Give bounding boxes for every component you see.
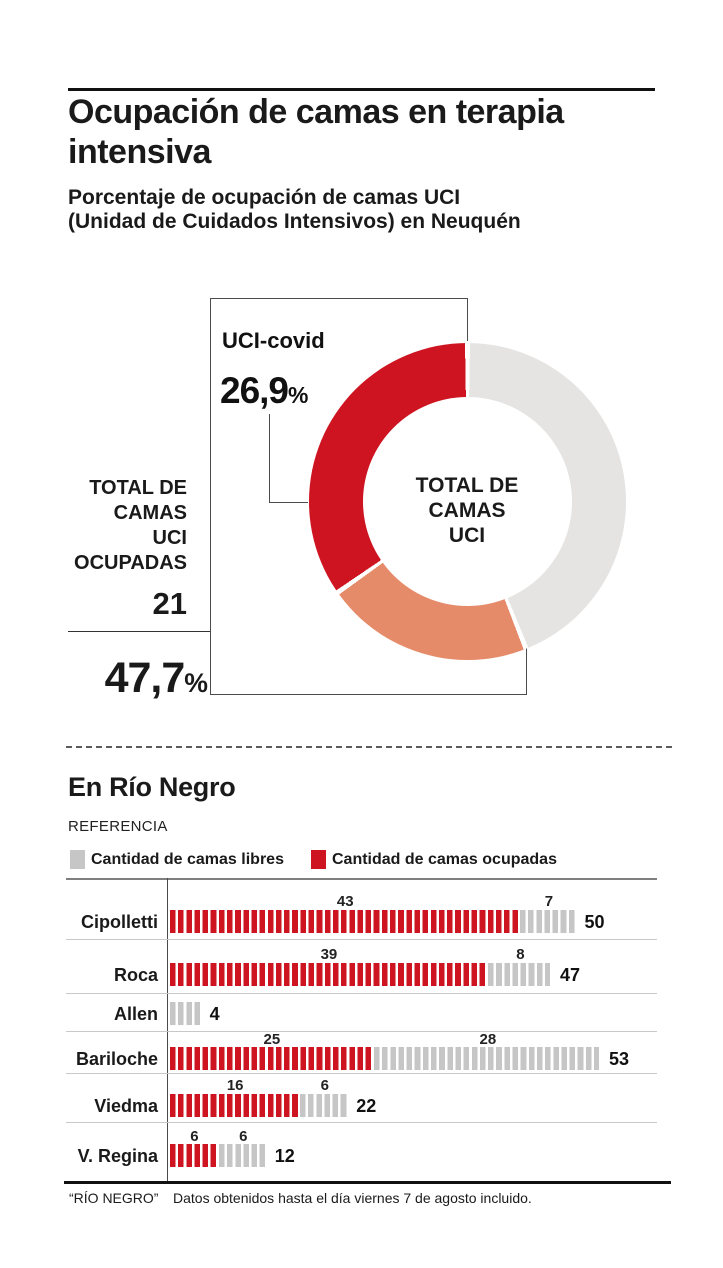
occupied-count-label: 16 <box>226 1077 244 1094</box>
occupied-beds-swatch-icon <box>311 850 326 869</box>
source-credit: “RÍO NEGRO” <box>69 1190 159 1206</box>
covid-callout-vline <box>269 414 270 502</box>
row-separator <box>66 1031 657 1032</box>
uci-covid-number: 26,9 <box>220 370 289 411</box>
callout-box-top-line <box>210 298 468 299</box>
total-underline <box>68 631 210 632</box>
free-bar-segment <box>300 1094 347 1117</box>
occupied-bar-segment <box>170 910 518 933</box>
donut-center-line2: CAMAS <box>428 499 506 522</box>
row-separator <box>66 993 657 994</box>
occupied-beds-total: 21 <box>152 586 187 621</box>
row-label-v-regina: V. Regina <box>77 1146 158 1166</box>
row-label-viedma: Viedma <box>94 1096 158 1116</box>
legend-title: REFERENCIA <box>68 818 168 835</box>
donut-center-line1: TOTAL DE <box>415 474 519 497</box>
occupied-count-label: 43 <box>336 893 354 910</box>
donut-center-label: TOTAL DE CAMAS UCI <box>367 473 567 548</box>
free-count-label: 6 <box>320 1077 330 1094</box>
free-bar-segment <box>218 1144 266 1167</box>
free-count-label: 6 <box>239 1128 248 1145</box>
occupied-count-label: 39 <box>320 946 338 963</box>
row-separator <box>66 1122 657 1123</box>
free-count-label: 7 <box>544 893 554 910</box>
covid-callout-hline <box>269 502 308 503</box>
occupied-bar-segment <box>170 1144 217 1167</box>
subtitle-line2: (Unidad de Cuidados Intensivos) en Neuqu… <box>68 210 521 233</box>
occupied-bar-segment <box>170 1094 298 1117</box>
row-separator <box>66 1073 657 1074</box>
total-count-label: 50 <box>584 912 605 932</box>
data-note: Datos obtenidos hasta el día viernes 7 d… <box>173 1190 532 1206</box>
occupied-percent-sign: % <box>184 668 208 698</box>
occupied-beds-label: TOTAL DE CAMAS UCI OCUPADAS <box>0 476 187 576</box>
rio-negro-heading: En Río Negro <box>68 772 236 802</box>
title-line2: intensiva <box>68 133 211 171</box>
page-subtitle: Porcentaje de ocupación de camas UCI (Un… <box>68 186 668 234</box>
callout-box-right-line <box>467 298 468 341</box>
row-label-allen: Allen <box>113 1004 158 1024</box>
occupied-label-line4: OCUPADAS <box>74 552 187 574</box>
row-label-roca: Roca <box>113 965 158 985</box>
total-count-label: 53 <box>608 1049 629 1069</box>
uci-covid-value: 26,9% <box>220 370 308 412</box>
bottom-rule <box>64 1181 671 1184</box>
occupied-label-line3: UCI <box>152 527 187 549</box>
donut-hole <box>363 397 572 606</box>
callout-box-bottom-right-line <box>526 648 527 695</box>
uci-covid-percent-sign: % <box>288 382 308 408</box>
title-line1: Ocupación de camas en terapia <box>68 93 564 131</box>
free-count-label: 8 <box>516 946 525 963</box>
row-label-cipolletti: Cipolletti <box>81 912 158 932</box>
total-count-label: 47 <box>560 965 581 985</box>
subtitle-line1: Porcentaje de ocupación de camas UCI <box>68 186 461 209</box>
free-count-label: 28 <box>479 1031 497 1048</box>
occupied-percentage: 47,7% <box>0 654 208 703</box>
row-label-bariloche: Bariloche <box>75 1049 158 1069</box>
legend-free-label: Cantidad de camas libres <box>91 851 284 868</box>
total-count-label: 12 <box>274 1146 295 1166</box>
row-separator <box>66 939 657 940</box>
occupied-count-label: 6 <box>190 1128 199 1145</box>
page-title: Ocupación de camas en terapia intensiva <box>68 92 708 172</box>
callout-box-left-line <box>210 298 211 695</box>
total-count-label: 4 <box>209 1004 220 1024</box>
occupied-bar-segment <box>170 963 486 986</box>
uci-covid-label: UCI-covid <box>222 328 325 353</box>
free-bar-segment <box>487 963 551 986</box>
free-bar-segment <box>373 1047 600 1070</box>
table-top-line <box>66 878 657 880</box>
total-count-label: 22 <box>356 1096 377 1116</box>
bar-chart-axis <box>167 878 168 1182</box>
legend-occupied-label: Cantidad de camas ocupadas <box>332 851 557 868</box>
free-bar-segment <box>170 1002 201 1025</box>
callout-box-bottom-line <box>210 694 527 695</box>
occupied-label-line1: TOTAL DE <box>89 477 187 499</box>
occupied-count-label: 25 <box>263 1031 281 1048</box>
free-bar-segment <box>520 910 575 933</box>
occupied-bar-segment <box>170 1047 372 1070</box>
occupied-percentage-number: 47,7 <box>104 654 186 702</box>
occupied-label-line2: CAMAS <box>113 502 187 524</box>
free-beds-swatch-icon <box>70 850 85 869</box>
top-rule <box>68 88 655 91</box>
section-divider <box>66 746 672 748</box>
donut-center-line3: UCI <box>448 524 486 547</box>
